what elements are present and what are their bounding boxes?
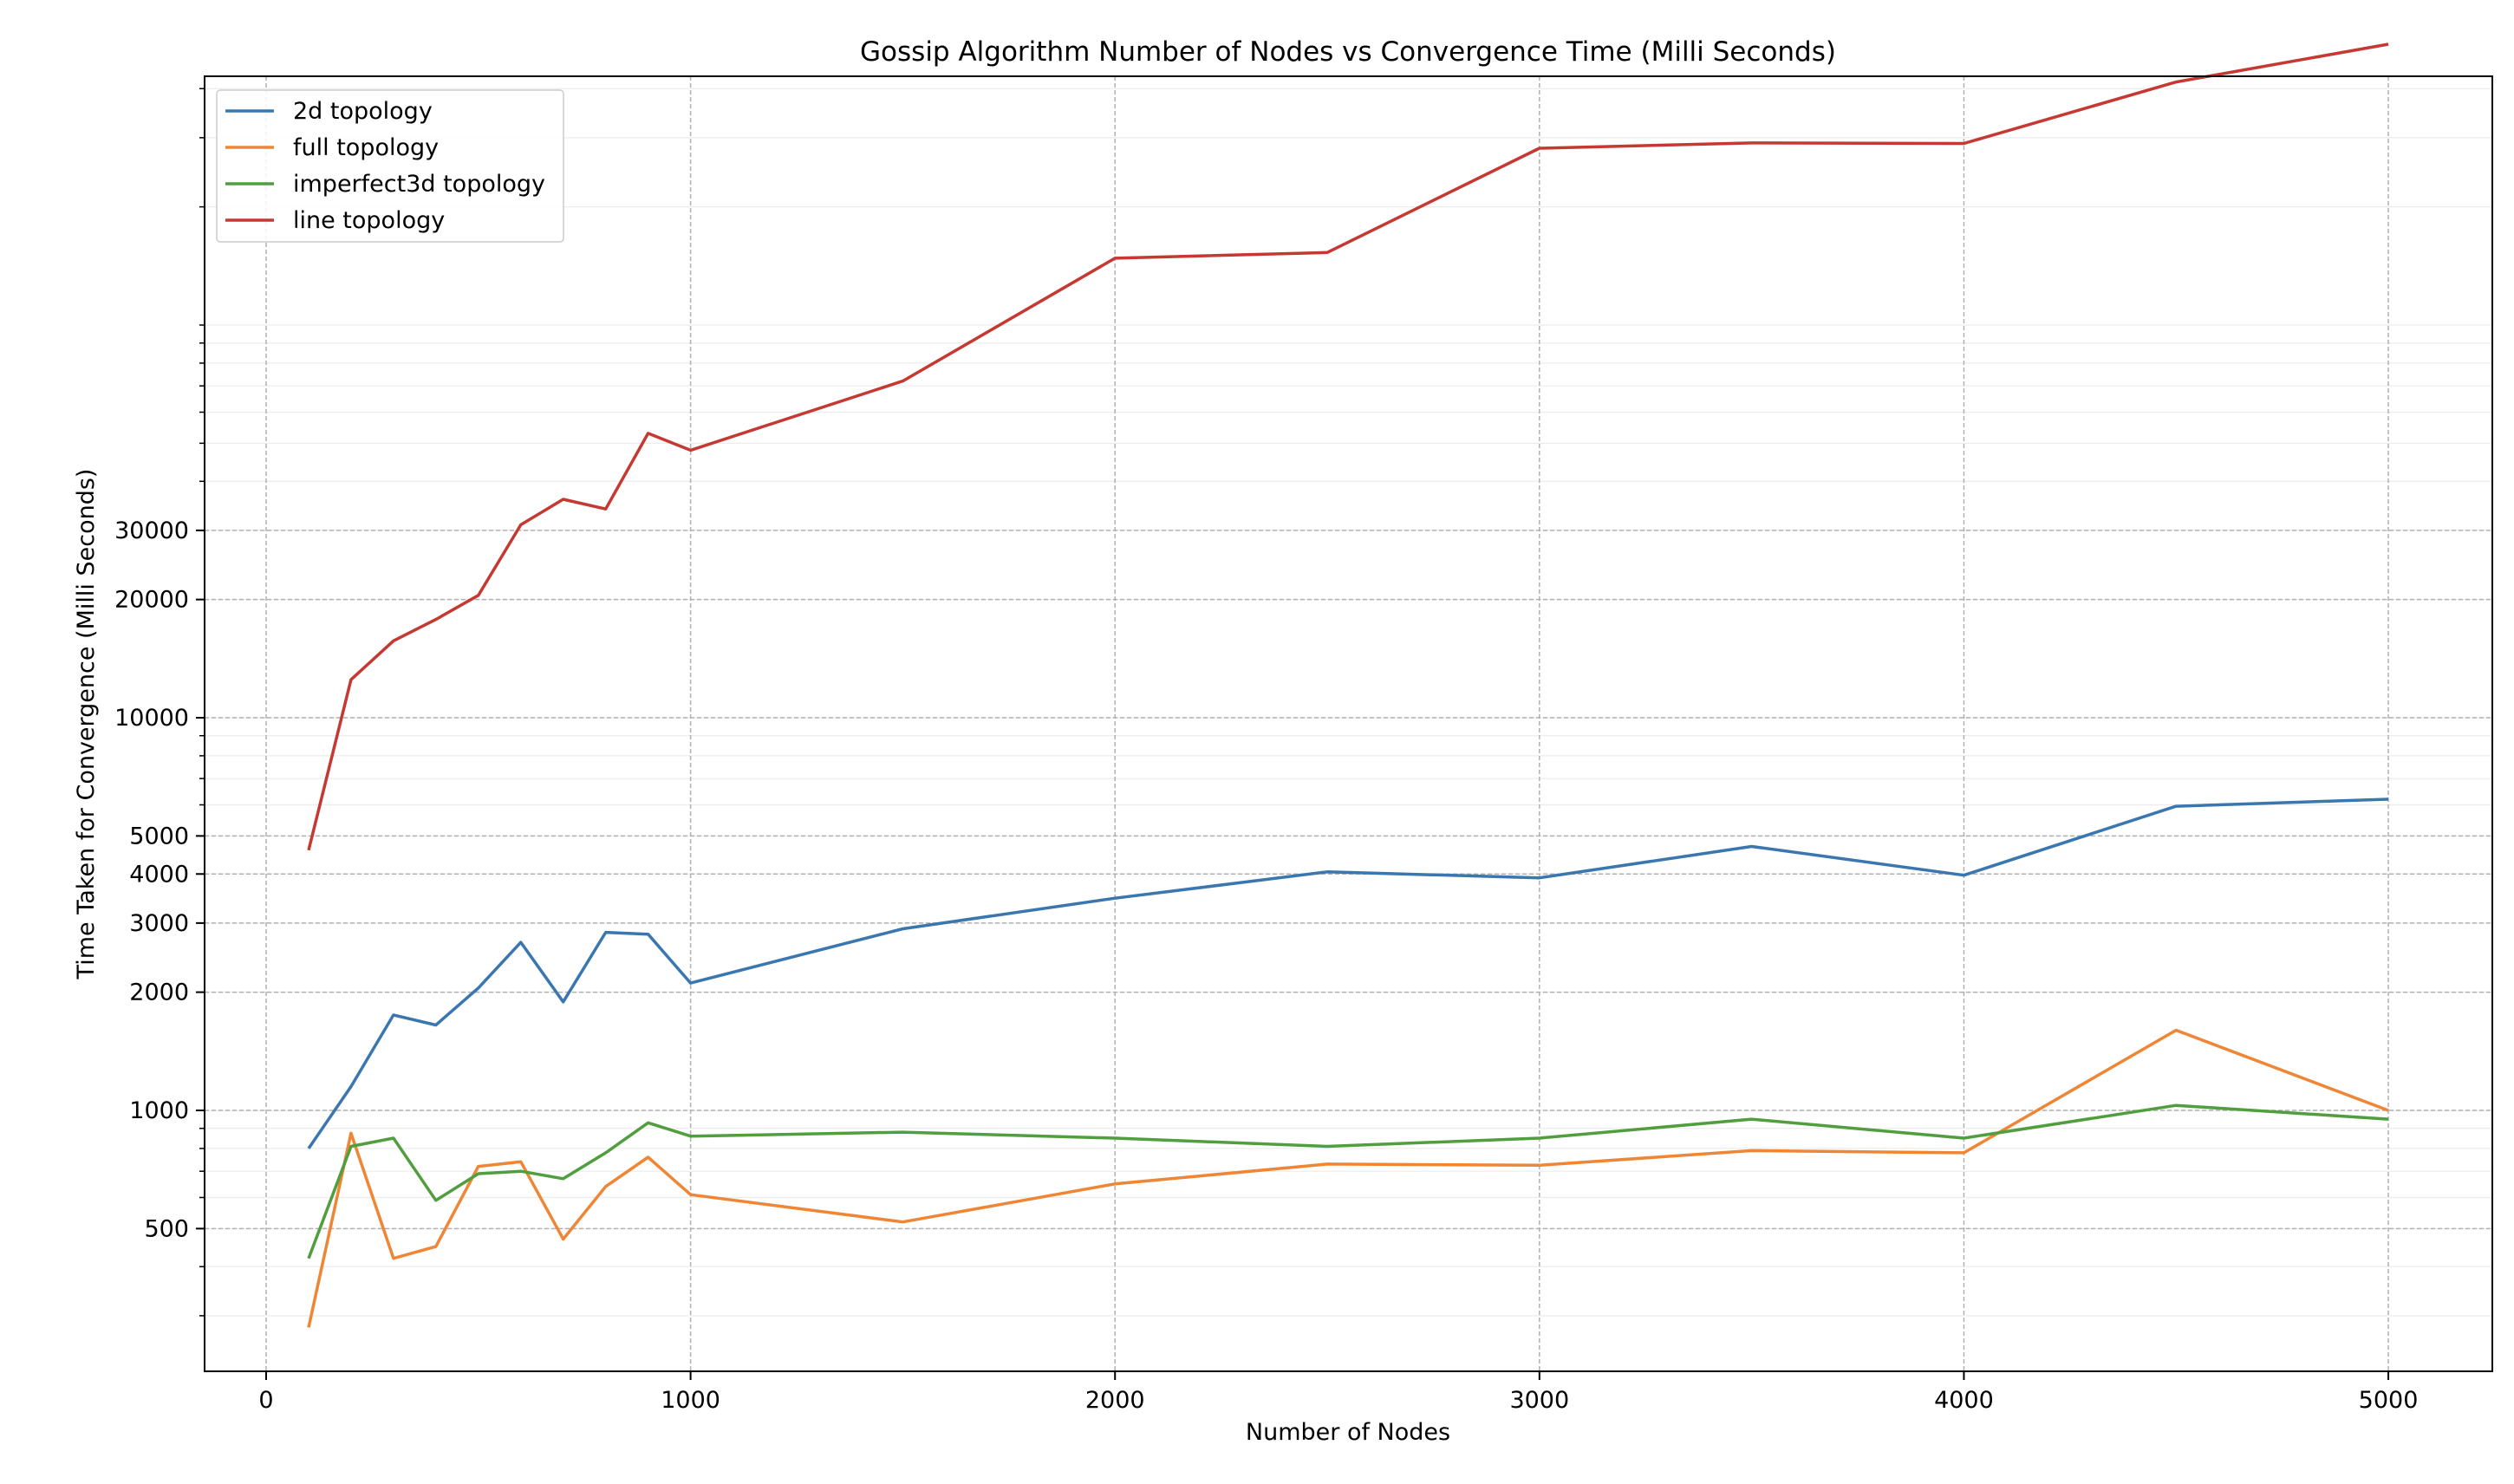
series-lines	[307, 42, 2389, 1328]
x-tick-label: 4000	[1934, 1387, 1994, 1414]
y-tick-label: 2000	[129, 980, 189, 1006]
y-tick-label: 5000	[129, 823, 189, 849]
series-line-imperfect3d-topology	[307, 1103, 2389, 1259]
x-tick-label: 1000	[661, 1387, 720, 1414]
legend-label-imperfect3d-topology: imperfect3d topology	[293, 171, 545, 198]
y-axis: 500 1000 2000 3000 4000 5000 10000 20000 30000	[114, 88, 205, 1317]
legend-label-2d-topology: 2d topology	[293, 98, 433, 125]
y-tick-label: 500	[144, 1215, 189, 1242]
series-line-line-topology	[307, 42, 2389, 851]
legend-label-full-topology: full topology	[293, 134, 439, 161]
x-tick-label: 3000	[1509, 1387, 1569, 1414]
y-axis-label: Time Taken for Convergence (Milli Second…	[73, 469, 100, 980]
y-tick-label: 10000	[114, 705, 189, 732]
legend: 2d topology full topology imperfect3d topo…	[216, 89, 564, 243]
plot-frame	[204, 75, 2493, 1372]
x-axis-label: Number of Nodes	[1246, 1419, 1450, 1446]
x-tick-label: 2000	[1085, 1387, 1145, 1414]
legend-label-line-topology: line topology	[293, 207, 445, 234]
y-tick-label: 30000	[114, 517, 189, 544]
y-tick-label: 3000	[129, 910, 189, 937]
x-axis: 0 1000 2000 3000 4000 5000	[258, 1371, 2418, 1414]
series-line-2d-topology	[307, 797, 2389, 1149]
x-tick-label: 5000	[2359, 1387, 2419, 1414]
x-tick-label: 0	[258, 1387, 273, 1414]
chart-title: Gossip Algorithm Number of Nodes vs Conv…	[860, 36, 1836, 68]
y-tick-label: 1000	[129, 1097, 189, 1124]
y-tick-label: 4000	[129, 861, 189, 888]
y-tick-label: 20000	[114, 587, 189, 614]
grid	[205, 76, 2492, 1371]
legend-box	[216, 89, 564, 243]
series-line-full-topology	[307, 1028, 2389, 1328]
